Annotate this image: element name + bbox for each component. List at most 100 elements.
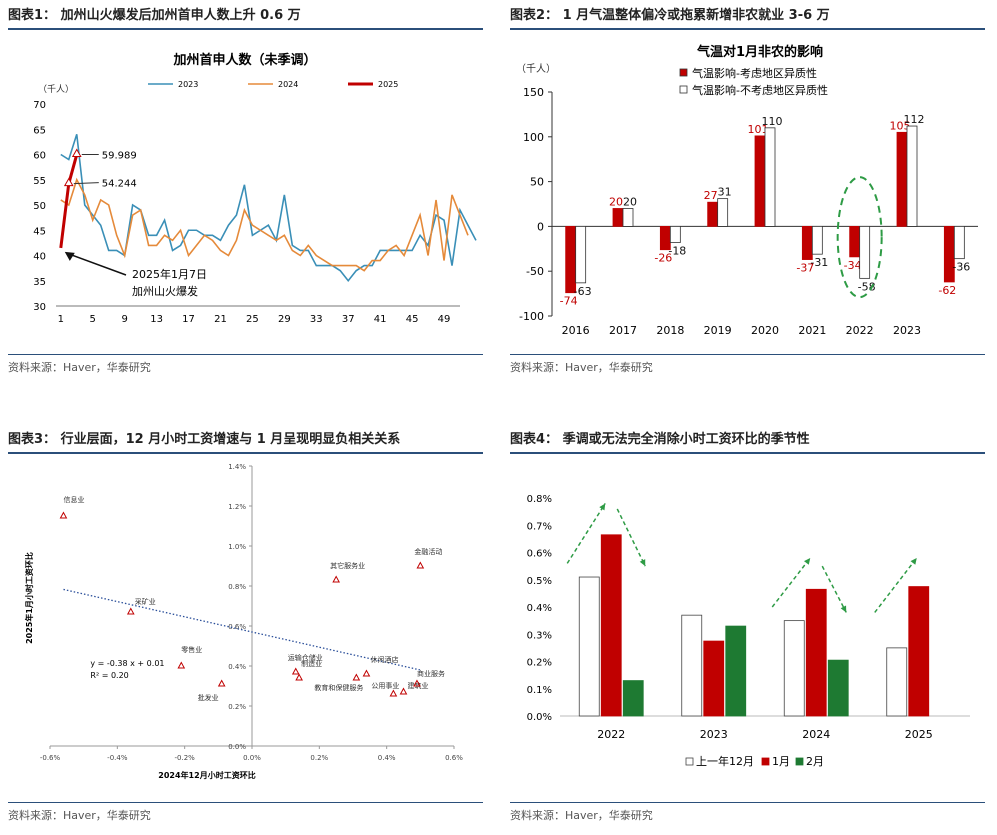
panel-1-source: 资料来源：Haver，华泰研究 xyxy=(8,354,483,375)
chart-1-x-tick: 17 xyxy=(182,314,195,325)
chart-1-legend-label: 2023 xyxy=(178,80,198,89)
chart-2-x-tick: 2019 xyxy=(704,324,732,337)
chart-1-point-marker xyxy=(71,148,82,158)
chart-3-point-label: 教育和保健服务 xyxy=(314,683,363,692)
chart-1-x-tick: 49 xyxy=(438,314,451,325)
chart-1-unit: （千人） xyxy=(38,84,74,95)
chart-3-point-label: 制造业 xyxy=(301,659,322,668)
chart-2-bar-nonhetero xyxy=(575,225,587,284)
chart-4-legend-label: 上一年12月 xyxy=(696,754,754,768)
chart-3-point-label: 零售业 xyxy=(181,645,202,654)
chart-3-point-label: 信息业 xyxy=(63,495,84,504)
chart-1-y-tick: 55 xyxy=(33,176,46,187)
chart-3-point xyxy=(126,607,135,615)
chart-1-y-tick: 65 xyxy=(33,125,46,136)
chart-3-y-tick: 1.4% xyxy=(228,463,246,471)
chart-3-point xyxy=(295,673,303,681)
chart-4-bar-jan xyxy=(600,534,622,717)
chart-3-wage-scatter: -0.6% -0.4% -0.2% 0.0% 0.2% 0.4% 0.6% 0.0% 0.2% 0… xyxy=(24,463,463,780)
chart-4-trend-arrow-down xyxy=(616,508,646,567)
chart-2-highlight-ellipse xyxy=(836,176,883,299)
chart-3-trend-equation: y = -0.38 x + 0.01 xyxy=(90,659,164,668)
chart-2-bar-nonhetero xyxy=(906,125,918,227)
chart-1-x-tick: 25 xyxy=(246,314,259,325)
chart-3-point-label: 批发业 xyxy=(198,693,219,702)
panel-4-source: 资料来源：Haver，华泰研究 xyxy=(510,802,985,823)
chart-2-bar-hetero xyxy=(707,201,719,227)
chart-2-x-tick: 2018 xyxy=(656,324,684,337)
chart-2-legend-swatch xyxy=(679,85,688,94)
chart-4-trend-arrow-down-head xyxy=(840,605,847,613)
chart-2-bar-hetero xyxy=(849,225,861,258)
chart-2-data-label: -34 xyxy=(844,259,862,272)
chart-4-bar-feb xyxy=(725,625,747,717)
chart-1-x-tick: 45 xyxy=(406,314,419,325)
chart-1-title: 加州首申人数（未季调） xyxy=(172,52,316,68)
chart-3-point xyxy=(416,561,425,569)
chart-3-x-tick: -0.2% xyxy=(175,754,196,762)
chart-4-wage-seasonality: 0.0% 0.1% 0.2% 0.3% 0.4% 0.5% 0.6% 0.7% 0.8% 2022… xyxy=(527,494,970,768)
chart-1-annotation-value: 59.989 xyxy=(102,151,137,162)
chart-2-data-label: -74 xyxy=(560,295,578,308)
chart-2-bar-nonhetero xyxy=(811,225,823,255)
chart-2-bar-hetero xyxy=(754,135,766,227)
chart-4-trend-arrow-up-head xyxy=(803,557,811,565)
chart-1-annotation-leader xyxy=(73,182,99,185)
chart-2-bar-nonhetero xyxy=(953,225,965,260)
chart-3-point xyxy=(399,687,408,695)
chart-3-y-tick: 1.0% xyxy=(228,543,246,551)
chart-1-y-tick: 35 xyxy=(33,277,46,288)
chart-4-legend-swatch xyxy=(761,757,770,766)
chart-2-bar-nonhetero xyxy=(622,208,634,227)
chart-4-trend-arrow-down-head xyxy=(639,559,646,567)
chart-1-y-tick: 30 xyxy=(33,302,46,313)
chart-2-bar-hetero xyxy=(801,225,813,260)
chart-1-x-tick: 9 xyxy=(121,314,127,325)
panel-1: 图表1： 加州山火爆发后加州首申人数上升 0.6 万 加州首申人数（未季调） （千… xyxy=(8,4,483,374)
chart-2-legend-label: 气温影响-不考虑地区异质性 xyxy=(692,83,828,97)
chart-2-unit: （千人） xyxy=(516,63,556,75)
chart-2-bar-hetero xyxy=(612,208,624,227)
chart-3-x-tick: 0.0% xyxy=(243,754,261,762)
chart-2-y-tick: 0 xyxy=(537,220,544,233)
chart-4-trend-arrow-up xyxy=(874,557,918,613)
chart-4-y-tick: 0.2% xyxy=(527,658,552,669)
chart-4-x-tick: 2025 xyxy=(905,728,933,741)
chart-1-x-tick: 37 xyxy=(342,314,355,325)
chart-3-x-tick: 0.2% xyxy=(310,754,328,762)
chart-2-data-label: 101 xyxy=(748,123,769,136)
chart-2-x-tick: 2022 xyxy=(846,324,874,337)
chart-3-point-label: 休闲酒店 xyxy=(370,655,398,664)
chart-4-y-tick: 0.5% xyxy=(527,576,552,587)
chart-3-point-label: 金融活动 xyxy=(414,547,442,556)
panel-3: 图表3： 行业层面，12 月小时工资增速与 1 月呈现明显负相关关系 -0.6%… xyxy=(8,428,483,828)
chart-4-y-tick: 0.8% xyxy=(527,494,552,505)
chart-1-x-tick: 21 xyxy=(214,314,227,325)
chart-1-event-arrowhead xyxy=(64,251,75,261)
chart-4-y-tick: 0.6% xyxy=(527,549,552,560)
chart-4-bar-dec xyxy=(681,614,703,717)
chart-1-event-label-line2: 加州山火爆发 xyxy=(132,284,198,298)
chart-2-y-tick: -50 xyxy=(526,265,544,278)
chart-2-bar-hetero xyxy=(896,131,908,227)
chart-1-x-tick: 1 xyxy=(58,314,64,325)
chart-4-bar-dec xyxy=(783,620,805,717)
chart-2-x-tick: 2021 xyxy=(798,324,826,337)
chart-1-x-tick: 41 xyxy=(374,314,387,325)
chart-1-point-marker xyxy=(63,177,74,187)
chart-3-x-tick: -0.4% xyxy=(107,754,128,762)
chart-4-y-tick: 0.4% xyxy=(527,603,552,614)
panel-3-title: 图表3： 行业层面，12 月小时工资增速与 1 月呈现明显负相关关系 xyxy=(8,428,483,454)
chart-2-bar-nonhetero xyxy=(764,127,776,227)
chart-4-trend-arrow-up-head xyxy=(599,503,606,511)
chart-2-y-tick: 100 xyxy=(523,131,544,144)
chart-1-event-label-line1: 2025年1月7日 xyxy=(132,267,207,281)
chart-3-point xyxy=(291,667,300,675)
chart-4-bar-jan xyxy=(703,640,725,717)
chart-2-x-tick: 2020 xyxy=(751,324,779,337)
chart-2-data-label: -26 xyxy=(654,252,672,265)
chart-4-trend-arrow-up-head xyxy=(910,557,917,565)
chart-2-x-tick: 2023 xyxy=(893,324,921,337)
chart-2-y-tick: 50 xyxy=(530,176,544,189)
chart-3-x-label: 2024年12月小时工资环比 xyxy=(158,770,255,780)
